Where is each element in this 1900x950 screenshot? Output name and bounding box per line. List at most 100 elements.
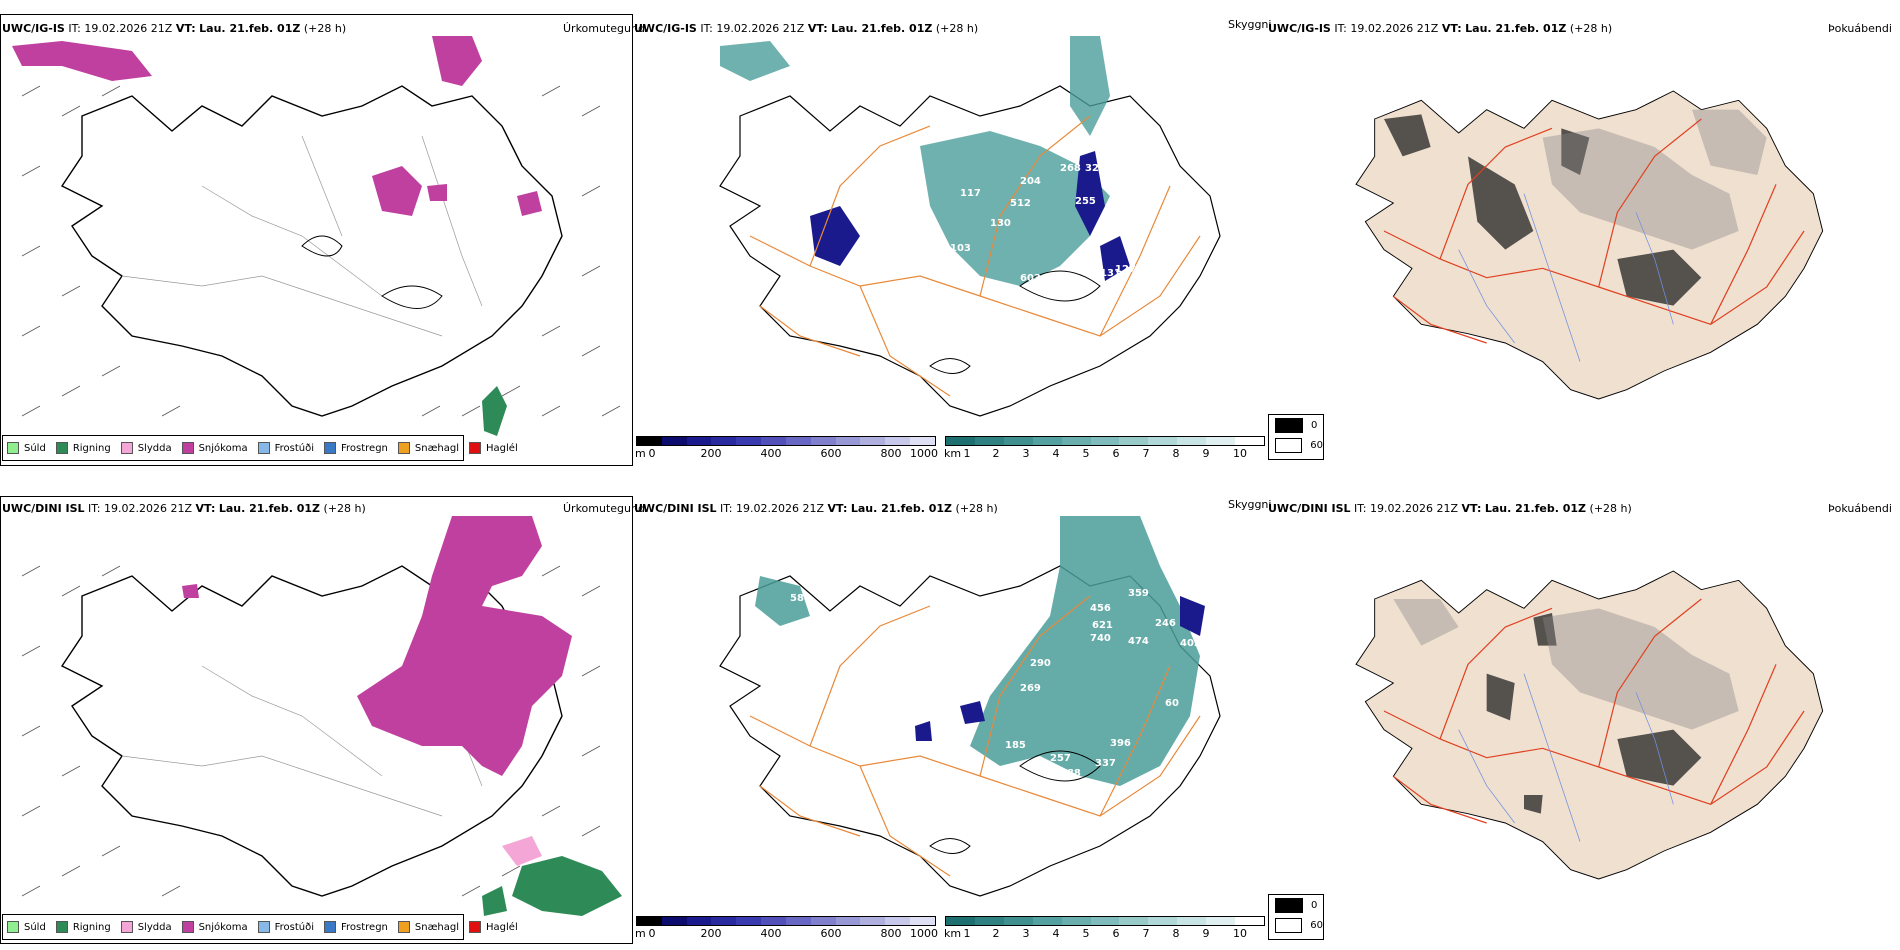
- swatch-frostudi: [257, 921, 270, 933]
- colorbar-segment: [1090, 917, 1120, 925]
- it-label: IT:: [68, 22, 81, 35]
- swatch-frostudi: [257, 442, 270, 454]
- altitude-label: 130: [990, 218, 1011, 229]
- lead-time: (+28 h): [303, 22, 347, 35]
- title-cloud-bottom: Skyggni: [1228, 498, 1272, 511]
- model-name: UWC/IG-IS: [2, 22, 65, 35]
- colorbar-segment: [810, 917, 836, 925]
- colorbar-m-bar: [636, 436, 936, 446]
- colorbar-segment: [1177, 437, 1207, 445]
- altitude-label: 269: [1020, 683, 1041, 694]
- legend-item-frostudi: Frostúði: [257, 442, 314, 454]
- legend-item-haglel: Haglél: [469, 442, 518, 454]
- colorbar-segment: [1061, 437, 1091, 445]
- title-precip-type-top: Úrkomutegund: [563, 22, 645, 35]
- swatch-snjokoma: [181, 442, 194, 454]
- cloud-map-bottom: 39 58 456 359 246 621 740 474 402 290 26…: [719, 516, 1221, 897]
- colorbar-km-bar: [945, 436, 1265, 446]
- roads: [749, 595, 1201, 877]
- fog-dark-areas: [1384, 114, 1702, 306]
- swatch-snaehagl: [397, 442, 410, 454]
- colorbar-segment: [974, 917, 1004, 925]
- colorbar-segment: [946, 917, 975, 925]
- colorbar-segment: [974, 437, 1004, 445]
- colorbar-segment: [1206, 917, 1236, 925]
- it-value: 19.02.2026 21Z: [84, 22, 173, 35]
- rivers: [1458, 193, 1674, 362]
- altitude-label: 257: [1050, 753, 1071, 764]
- altitude-label: 204: [1020, 176, 1041, 187]
- colorbar-segment: [860, 437, 886, 445]
- altitude-label: 127: [1115, 264, 1136, 275]
- teal-areas: [720, 36, 1110, 286]
- altitude-label: 523: [780, 68, 801, 79]
- swatch-frostregn: [324, 921, 336, 933]
- roads: [121, 135, 483, 337]
- colorbar-segment: [1235, 917, 1264, 925]
- glacier-outlines: [929, 750, 1101, 854]
- snow-areas: [182, 516, 572, 776]
- swatch-slydda: [120, 921, 133, 933]
- colorbar-segment: [835, 437, 861, 445]
- colorbar-segment: [736, 917, 762, 925]
- altitude-label: 240: [1115, 153, 1136, 164]
- precip-type-map-bottom: [21, 516, 622, 916]
- colorbar-segment: [835, 917, 861, 925]
- header-fog-top: UWC/IG-IS IT: 19.02.2026 21Z VT: Lau. 21…: [1268, 22, 1613, 35]
- fog-legend-item: 60: [1269, 915, 1323, 935]
- vt-value: Lau. 21.feb. 01Z: [199, 22, 301, 35]
- altitude-label: 246: [1155, 618, 1176, 629]
- legend-item-snjokoma: Snjókoma: [181, 442, 248, 454]
- swatch-frostregn: [324, 442, 336, 454]
- colorbar-segment: [761, 917, 786, 925]
- glacier-outlines: [929, 270, 1101, 374]
- colorbar-segment: [1177, 917, 1207, 925]
- altitude-label: 740: [1090, 633, 1111, 644]
- altitude-labels: 523 126 117 204 268 322 240 512 255 130 …: [780, 68, 1136, 284]
- altitude-label: 290: [1030, 658, 1051, 669]
- header-precip-top: UWC/IG-IS IT: 19.02.2026 21Z VT: Lau. 21…: [2, 22, 346, 35]
- rain-areas: [482, 386, 507, 436]
- precip-type-map-top: [12, 36, 621, 436]
- colorbar-segment: [637, 437, 662, 445]
- swatch-slydda: [120, 442, 133, 454]
- altitude-label: 621: [1092, 620, 1113, 631]
- colorbar-altitude-bottom: m 0 200 400 600 800 1000: [635, 916, 938, 940]
- colorbar-segment: [1119, 917, 1149, 925]
- colorbar-segment: [785, 917, 811, 925]
- precip-legend-top: Súld Rigning Slydda Snjókoma Frostúði Fr…: [2, 435, 518, 461]
- altitude-label: 60: [1165, 698, 1179, 709]
- legend-item-snaehagl: Snæhagl: [397, 442, 459, 454]
- fog-grey-areas: [1542, 109, 1767, 250]
- colorbar-segment: [910, 437, 935, 445]
- colorbar-segment: [860, 917, 886, 925]
- altitude-label: 268: [1060, 163, 1081, 174]
- colorbar-visibility-bottom: km 1 2 3 4 5 6 7 8 9 10: [944, 916, 1265, 940]
- colorbar-segment: [711, 917, 737, 925]
- colorbar-segment: [736, 437, 762, 445]
- teal-areas: [755, 516, 1200, 786]
- altitude-label: 255: [1075, 196, 1096, 207]
- title-precip-type-bottom: Úrkomutegund: [563, 502, 645, 515]
- wind-barbs: [21, 565, 601, 897]
- wind-barbs: [21, 85, 621, 417]
- swatch-suld: [7, 442, 19, 454]
- cloud-map-top: 523 126 117 204 268 322 240 512 255 130 …: [719, 36, 1221, 417]
- colorbar-segment: [1206, 437, 1236, 445]
- fog-legend-bottom: 0 60: [1268, 894, 1324, 940]
- altitude-label: 103: [950, 243, 971, 254]
- swatch-snaehagl: [397, 921, 410, 933]
- sleet-areas: [502, 836, 542, 866]
- navy-areas: [915, 596, 1205, 741]
- snow-areas: [12, 36, 542, 216]
- fog-map-top: [1355, 90, 1824, 400]
- colorbar-segment: [637, 917, 662, 925]
- colorbar-segment: [686, 437, 712, 445]
- altitude-label: 512: [1010, 198, 1031, 209]
- altitude-label: 58: [790, 593, 804, 604]
- fog-grey-areas: [1393, 599, 1739, 730]
- colorbar-segment: [1032, 437, 1062, 445]
- altitude-label: 402: [1180, 638, 1201, 649]
- altitude-label: 39: [790, 568, 804, 579]
- navy-areas: [810, 151, 1130, 281]
